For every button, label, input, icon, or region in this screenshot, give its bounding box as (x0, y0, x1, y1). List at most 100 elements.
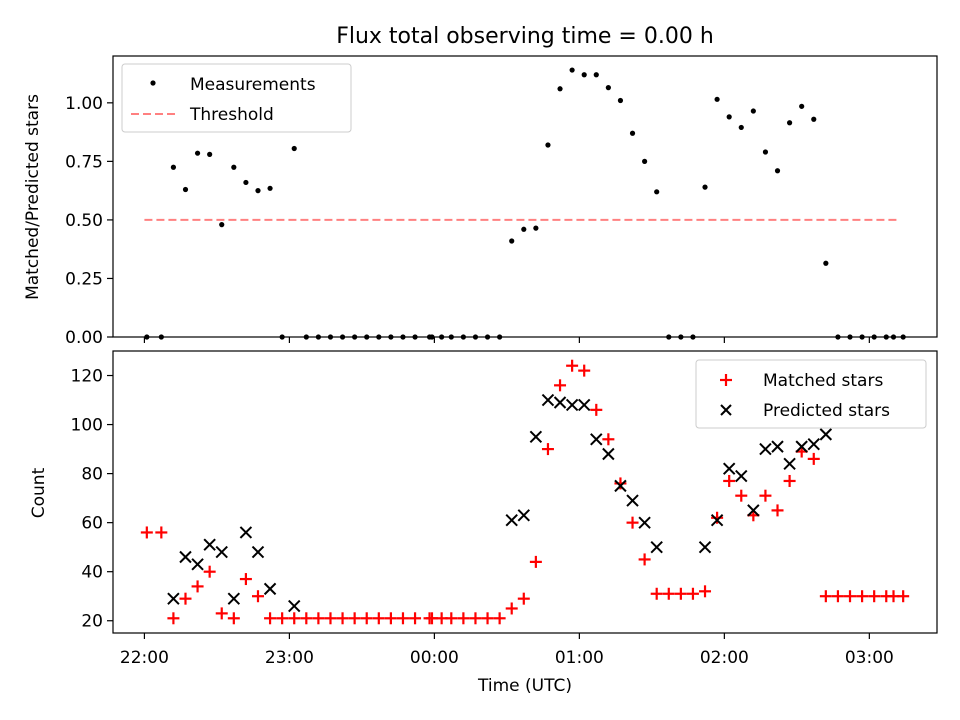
matched-star-marker (469, 612, 482, 625)
matched-star-marker (819, 590, 832, 603)
bottom-x-tick-label: 02:00 (700, 648, 749, 668)
matched-star-marker (348, 612, 361, 625)
matched-star-marker (807, 452, 820, 465)
top-legend: Measurements Threshold (121, 63, 352, 133)
matched-star-marker (602, 433, 615, 446)
matched-star-marker (844, 590, 857, 603)
measurement-point (545, 142, 551, 148)
bottom-y-ticks: 20 40 60 80 100 120 (71, 367, 113, 632)
predicted-star-marker (227, 592, 241, 605)
bottom-y-tick-label: 80 (81, 465, 103, 485)
matched-star-marker (215, 607, 228, 620)
predicted-star-marker (638, 516, 651, 529)
bottom-y-tick-label: 120 (71, 367, 103, 387)
bottom-y-tick-label: 100 (71, 416, 103, 436)
matched-star-marker (711, 511, 724, 524)
bottom-axes: 20 40 60 80 100 120 22:00 23:00 00:00 01:00 02:00… (29, 350, 938, 696)
predicted-star-marker (167, 592, 180, 605)
measurement-point (219, 222, 225, 228)
top-x-ticks (143, 337, 870, 343)
measurement-point (207, 151, 213, 157)
measurement-point (702, 184, 708, 190)
predicted-star-marker (505, 513, 518, 527)
measurement-point (255, 188, 261, 194)
matched-star-marker (856, 590, 869, 603)
matched-star-marker (783, 474, 796, 487)
matched-star-marker (360, 612, 373, 625)
legend-measurements-marker (150, 80, 156, 86)
matched-star-marker (239, 573, 252, 586)
matched-star-marker (324, 612, 337, 625)
top-y-tick-label: 0.50 (65, 211, 103, 231)
matched-star-marker (179, 592, 192, 605)
top-y-tick-label: 0.75 (65, 152, 103, 172)
predicted-star-marker (541, 393, 555, 407)
predicted-star-marker (735, 469, 748, 483)
top-y-tick-label: 1.00 (65, 94, 103, 114)
measurement-point (605, 85, 611, 91)
measurement-point (509, 238, 515, 244)
matched-star-marker (264, 612, 277, 625)
predicted-star-marker (263, 582, 277, 596)
measurement-point (243, 179, 249, 186)
bottom-y-tick-label: 40 (81, 563, 103, 583)
predicted-star-marker (577, 398, 591, 412)
predicted-star-marker (807, 437, 820, 451)
legend-predicted-marker (720, 404, 732, 416)
bottom-x-ticks: 22:00 23:00 00:00 01:00 02:00 03:00 (120, 633, 894, 668)
matched-star-marker (662, 587, 675, 600)
matched-star-marker (566, 359, 579, 372)
measurement-point (762, 149, 769, 155)
predicted-star-marker (771, 440, 784, 453)
predicted-star-marker (179, 550, 192, 564)
measurement-point (593, 72, 599, 78)
matched-star-marker (300, 612, 313, 625)
measurement-point (811, 116, 817, 122)
bottom-plot-frame (112, 350, 938, 634)
predicted-star-marker (288, 599, 301, 613)
measurement-point (581, 72, 587, 78)
bottom-y-axis-label: Count (29, 467, 49, 518)
matched-star-marker (191, 580, 204, 593)
matched-star-marker (445, 612, 458, 625)
predicted-star-marker (783, 457, 796, 471)
legend-matched-label: Matched stars (763, 371, 883, 391)
chart-title: Flux total observing time = 0.00 h (336, 24, 714, 49)
predicted-star-marker (698, 540, 712, 554)
predicted-star-marker (626, 494, 639, 507)
matched-star-marker (396, 612, 409, 625)
top-plot-frame (112, 55, 938, 338)
measurement-point (521, 226, 527, 232)
measurement-point (569, 67, 575, 73)
matched-star-marker (723, 474, 736, 487)
bottom-y-tick-label: 20 (81, 612, 103, 632)
measurement-point (654, 189, 660, 195)
matched-star-marker (288, 612, 301, 625)
matched-star-marker (638, 553, 651, 566)
measurement-point (642, 158, 648, 164)
matched-star-marker (897, 590, 910, 603)
matched-star-marker (457, 612, 470, 625)
matched-star-marker (626, 516, 639, 529)
predicted-star-marker (614, 479, 627, 493)
matched-star-marker (529, 555, 542, 568)
predicted-star-marker (747, 504, 760, 517)
top-y-tick-label: 0.00 (65, 328, 103, 348)
predicted-star-marker (239, 526, 253, 539)
bottom-x-tick-label: 00:00 (410, 648, 459, 668)
bottom-x-tick-label: 03:00 (845, 648, 894, 668)
matched-star-marker (409, 612, 422, 625)
matched-star-marker (372, 612, 385, 625)
legend-matched-marker (720, 374, 732, 386)
predicted-star-marker (191, 558, 204, 571)
predicted-star-marker (650, 540, 663, 554)
bottom-x-tick-label: 23:00 (265, 648, 314, 668)
bottom-legend-box (695, 359, 927, 429)
matched-star-marker (167, 612, 180, 625)
bottom-legend: Matched stars Predicted stars (695, 359, 927, 429)
predicted-star-marker (215, 545, 228, 559)
top-axes: 0.00 0.25 0.50 0.75 1.00 Matched/Predicted s… (23, 55, 938, 348)
measurement-point (738, 124, 744, 131)
measurement-point (750, 108, 756, 114)
predicted-star-marker (710, 513, 724, 527)
